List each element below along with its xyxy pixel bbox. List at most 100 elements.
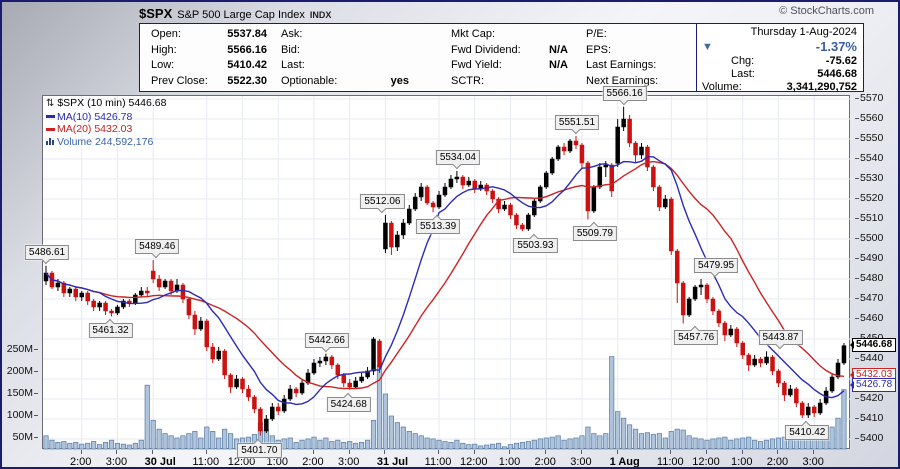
last-price-callout: 5446.68 — [849, 337, 897, 352]
candlestick-chart-svg — [43, 96, 851, 450]
time-axis-label: 2:00 — [70, 456, 92, 468]
volume-axis-label: 200M — [4, 366, 38, 377]
time-axis-label: 11:00 — [192, 456, 220, 468]
updown-arrows-icon: ⇅ — [46, 98, 55, 109]
price-axis-label: 5530 — [855, 173, 883, 184]
time-axis-tick — [116, 450, 118, 454]
time-axis-tick — [152, 450, 154, 454]
price-axis-label: 5440 — [855, 353, 883, 364]
quote-field-low: Low: 5410.42 — [151, 59, 267, 71]
quote-field-last-earnings: Last Earnings: — [586, 59, 657, 71]
price-axis-label: 5520 — [855, 193, 883, 204]
quote-field-last: Last: — [281, 59, 305, 71]
quote-field-bid: Bid: — [281, 43, 300, 56]
price-axis-label: 5470 — [855, 293, 883, 304]
time-axis-label: 3:00 — [570, 456, 592, 468]
time-axis-tick — [384, 450, 386, 454]
symbol-title: $SPX — [139, 6, 173, 21]
time-axis-label: 2:00 — [302, 456, 324, 468]
time-axis-day-label: 1 Aug — [609, 456, 640, 468]
time-axis-tick — [706, 450, 707, 454]
header-bar: $SPX S&P 500 Large Cap Index INDX — [139, 5, 331, 23]
price-axis-label: 5500 — [855, 233, 883, 244]
price-axis-label: 5400 — [855, 433, 883, 444]
volume-axis-label: 150M — [4, 388, 38, 399]
volume-axis-label: 250M — [4, 344, 38, 355]
percent-change: -1.37% — [815, 38, 857, 54]
time-axis-label: 12:00 — [459, 456, 488, 468]
time-axis-tick — [205, 450, 207, 454]
price-axis-label: 5560 — [855, 113, 883, 124]
time-axis-label: 3:00 — [802, 456, 824, 468]
chg-label: Chg: — [731, 55, 755, 67]
last-label: Last: — [731, 67, 755, 80]
price-axis-label: 5490 — [855, 253, 883, 264]
time-axis-tick — [277, 450, 279, 454]
quote-column-fundamentals: Mkt Cap: Fwd Dividend: N/A Fwd Yield: N/A SCT… — [451, 27, 568, 89]
ma10-value-callout: 5426.78 — [849, 378, 897, 393]
time-axis-label: 1:00 — [498, 456, 521, 468]
time-axis-tick — [616, 450, 618, 454]
time-axis-tick — [813, 450, 815, 454]
time-axis-label: 11:00 — [656, 456, 684, 468]
volume-bars-icon — [46, 136, 55, 149]
chart-legend: ⇅ $SPX (10 min) 5446.68 MA(10) 5426.78 M… — [46, 97, 166, 148]
volume-axis-label: 50M — [4, 432, 38, 443]
time-axis-day-label: 31 Jul — [376, 456, 409, 468]
time-axis-tick — [241, 450, 243, 454]
last-value: 5446.68 — [817, 67, 857, 80]
quote-column-prices: Open: 5537.84 High: 5566.16 Low: 5410.42 Prev … — [151, 27, 267, 89]
time-axis-label: 12:00 — [692, 456, 720, 468]
price-axis-label: 5410 — [855, 413, 883, 424]
price-axis-label: 5510 — [855, 213, 883, 224]
quote-column-bidask: Ask: Bid: Last: Optionable: yes — [281, 27, 409, 89]
time-axis-tick — [348, 450, 350, 454]
price-axis-label: 5570 — [855, 93, 883, 104]
time-axis-tick — [777, 450, 779, 454]
index-name: S&P 500 Large Cap Index — [177, 9, 305, 21]
quote-field-next-earnings: Next Earnings: — [586, 74, 659, 87]
volume-value: 3,341,290,752 — [786, 80, 857, 93]
ma20-line-swatch-icon — [46, 127, 55, 131]
quote-field-eps: EPS: — [586, 43, 612, 56]
price-axis-label: 5420 — [855, 393, 883, 404]
copyright-text: © StockCharts.com — [779, 5, 874, 17]
time-axis-tick — [580, 450, 582, 454]
volume-axis-label: 100M — [4, 410, 38, 421]
quote-date: Thursday 1-Aug-2024 — [750, 26, 857, 38]
daily-stats-panel: Thursday 1-Aug-2024 ▼ -1.37% Chg: -75.62 … — [696, 23, 864, 93]
time-axis-tick — [509, 450, 511, 454]
legend-ma20: MA(20) 5432.03 — [57, 123, 133, 135]
quote-field-sctr: SCTR: — [451, 74, 484, 87]
time-axis-day-label: 30 Jul — [144, 456, 176, 468]
quote-field-mkt-cap: Mkt Cap: — [451, 28, 496, 40]
quote-field-optionable: Optionable: yes — [281, 74, 409, 87]
time-axis-label: 2:00 — [766, 456, 789, 468]
volume-label: Volume: — [702, 80, 742, 93]
price-axis-label: 5540 — [855, 153, 883, 164]
legend-symbol-line: $SPX (10 min) 5446.68 — [57, 97, 167, 109]
time-axis-label: 1:00 — [731, 456, 753, 468]
legend-ma10: MA(10) 5426.78 — [57, 110, 133, 123]
quote-field-p-e: P/E: — [586, 28, 607, 40]
time-axis-tick — [545, 450, 547, 454]
time-axis-tick — [670, 450, 672, 454]
quote-panel: Open: 5537.84 High: 5566.16 Low: 5410.42 Prev … — [139, 23, 864, 93]
price-axis-label: 5480 — [855, 273, 883, 284]
time-axis-label: 2:00 — [534, 456, 556, 468]
time-axis-label: 3:00 — [337, 456, 360, 468]
time-axis-tick — [80, 450, 82, 454]
down-triangle-icon: ▼ — [702, 40, 713, 53]
quote-field-ask: Ask: — [281, 28, 303, 40]
time-axis-label: 12:00 — [227, 456, 256, 468]
quote-column-earnings: P/E: EPS: Last Earnings: Next Earnings: — [586, 27, 736, 89]
price-axis-label: 5460 — [855, 313, 883, 324]
time-axis-tick — [741, 450, 743, 454]
price-axis-label: 5550 — [855, 133, 883, 144]
time-axis-tick — [438, 450, 440, 454]
exchange-tag: INDX — [309, 10, 332, 20]
time-axis-tick — [312, 450, 314, 454]
quote-field-fwd-yield: Fwd Yield: N/A — [451, 59, 568, 71]
time-axis-label: 3:00 — [105, 456, 128, 468]
